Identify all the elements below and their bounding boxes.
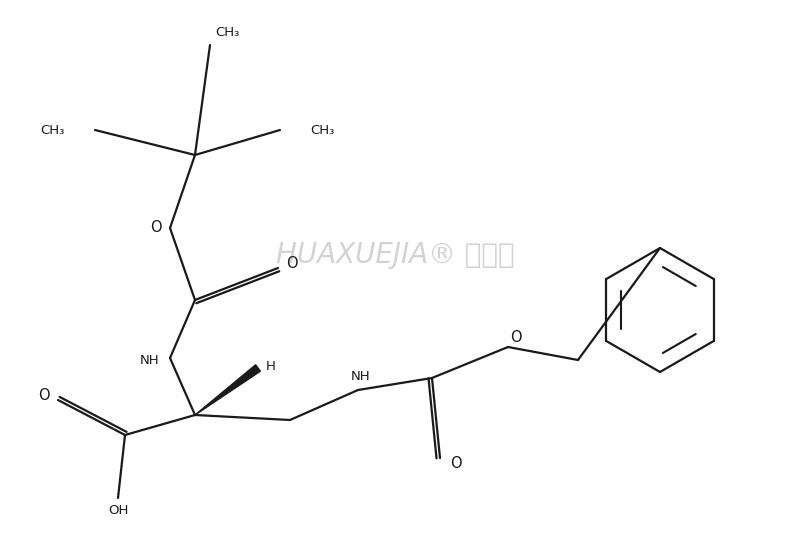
Text: O: O (286, 255, 298, 271)
Text: NH: NH (351, 369, 371, 383)
Text: OH: OH (108, 503, 128, 517)
Text: O: O (38, 388, 50, 402)
Text: O: O (450, 456, 462, 470)
Text: H: H (266, 360, 276, 373)
Text: O: O (151, 221, 162, 236)
Polygon shape (195, 365, 260, 415)
Text: CH₃: CH₃ (41, 124, 65, 137)
Text: HUAXUEJIA® 化学加: HUAXUEJIA® 化学加 (276, 241, 514, 269)
Text: O: O (510, 329, 521, 345)
Text: NH: NH (140, 354, 160, 367)
Text: CH₃: CH₃ (310, 124, 334, 137)
Text: CH₃: CH₃ (215, 25, 239, 38)
